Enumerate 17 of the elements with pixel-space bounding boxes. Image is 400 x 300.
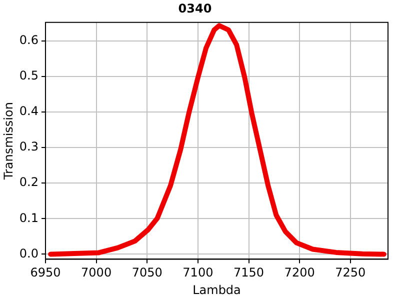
y-tick-label: 0.4 (19, 104, 38, 118)
y-tick-label: 0.6 (19, 33, 38, 48)
y-tick-label: 0.1 (19, 210, 38, 225)
x-tick-label: 7250 (335, 266, 366, 280)
x-tick-label: 7100 (182, 266, 214, 280)
x-tick-label: 7150 (233, 266, 264, 280)
x-axis-title: Lambda (192, 282, 241, 297)
x-tick-label: 6950 (30, 266, 61, 280)
y-tick-label: 0.2 (19, 175, 38, 190)
y-tick-label: 0.0 (19, 246, 38, 260)
y-axis-title: Transmission (1, 102, 16, 181)
x-tick-label: 7200 (284, 266, 315, 280)
y-tick-label: 0.3 (19, 140, 38, 154)
y-tick-label: 0.5 (19, 68, 38, 83)
x-tick-label: 7000 (81, 266, 112, 280)
chart-title: 0340 (178, 1, 212, 16)
x-tick-label: 7050 (132, 266, 162, 280)
